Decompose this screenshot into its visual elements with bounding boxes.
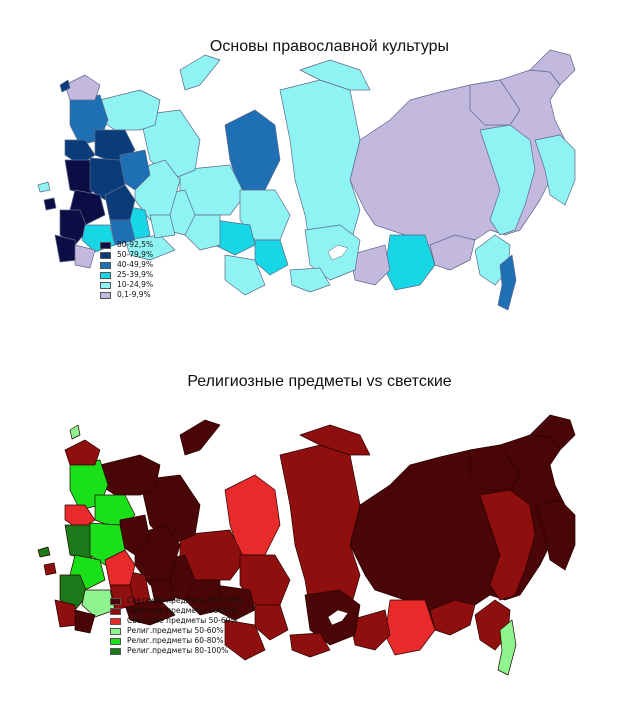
legend-swatch — [100, 281, 111, 289]
region-arkhangelsk — [99, 454, 161, 496]
region-yamal — [224, 109, 281, 191]
region-altai — [224, 254, 266, 296]
region-caucasus-2 — [74, 244, 96, 269]
legend-label: 50-79,9% — [117, 250, 154, 259]
legend-religious-vs-secular: Светские предметы 80-100% Светские предм… — [110, 596, 242, 656]
region-khabarovsk — [479, 124, 536, 236]
region-buryatia — [349, 609, 391, 651]
region-orenburg — [124, 234, 176, 261]
region-chita — [384, 234, 436, 291]
lake-baikal — [327, 609, 349, 626]
legend-label: 40-49,9% — [117, 260, 154, 269]
region-kaliningrad — [37, 181, 51, 193]
region-tuva — [289, 632, 331, 658]
region-novaya-zemlya — [179, 54, 221, 91]
region-volga-2 — [109, 219, 136, 246]
region-buryatia — [349, 244, 391, 286]
region-chukotka — [529, 414, 576, 451]
region-taimyr — [299, 59, 371, 91]
region-komi — [139, 474, 201, 546]
region-south-1 — [59, 209, 89, 246]
region-kemerovo — [254, 604, 289, 641]
region-orenburg — [124, 599, 176, 626]
legend-swatch — [110, 637, 121, 645]
legend-label: Религ.предметы 60-80% — [127, 636, 224, 645]
legend-row: Светские предметы 60-80% — [110, 606, 242, 616]
region-magadan — [469, 444, 521, 491]
legend-swatch — [100, 291, 111, 299]
region-crimea — [43, 562, 57, 576]
legend-swatch — [110, 597, 121, 605]
lake-baikal — [327, 244, 349, 261]
region-murmansk — [64, 74, 101, 101]
region-novosibirsk — [214, 219, 256, 256]
legend-label: 80-92,5% — [117, 240, 154, 249]
legend-swatch — [110, 627, 121, 635]
legend-label: Светские предметы 50-60% — [127, 616, 238, 625]
region-crimea — [43, 197, 57, 211]
region-volga-1 — [104, 184, 136, 221]
region-caucasus-2 — [74, 609, 96, 634]
legend-label: Светские предметы 80-100% — [127, 596, 243, 605]
map-religious-vs-secular — [37, 414, 576, 676]
legend-row: Религ.предметы 60-80% — [110, 636, 242, 646]
region-chelyabinsk — [149, 214, 176, 239]
region-chelyabinsk — [149, 579, 176, 604]
legend-label: Светские предметы 60-80% — [127, 606, 238, 615]
map-title-religious-vs-secular: Религиозные предметы vs светские — [187, 373, 452, 390]
region-arctic-island — [69, 424, 81, 440]
region-murmansk — [64, 439, 101, 466]
region-arctic-island — [59, 79, 71, 93]
region-komi — [139, 109, 201, 181]
region-yamal — [224, 474, 281, 556]
region-volga-1 — [104, 549, 136, 586]
region-south-2 — [81, 589, 116, 618]
region-arkhangelsk — [99, 89, 161, 131]
region-kamchatka — [534, 499, 576, 571]
legend-swatch — [100, 271, 111, 279]
region-chukotka — [529, 49, 576, 86]
region-khabarovsk — [479, 489, 536, 601]
region-tuva — [289, 267, 331, 293]
legend-swatch — [110, 647, 121, 655]
region-altai — [224, 619, 266, 661]
legend-row: Религ.предметы 80-100% — [110, 646, 242, 656]
legend-row: 50-79,9% — [100, 250, 153, 260]
region-kamchatka — [534, 134, 576, 206]
region-magadan — [469, 79, 521, 126]
region-chita — [384, 599, 436, 656]
legend-swatch — [110, 617, 121, 625]
legend-row: Светские предметы 80-100% — [110, 596, 242, 606]
legend-swatch — [100, 251, 111, 259]
legend-row: 0,1-9,9% — [100, 290, 153, 300]
legend-swatch — [100, 241, 111, 249]
region-sakhalin — [497, 254, 517, 311]
legend-swatch — [110, 607, 121, 615]
region-taimyr — [299, 424, 371, 456]
legend-row: Религ.предметы 50-60% — [110, 626, 242, 636]
legend-label: 25-39,9% — [117, 270, 154, 279]
legend-label: Религ.предметы 50-60% — [127, 626, 224, 635]
region-south-1 — [59, 574, 89, 611]
region-kaliningrad — [37, 546, 51, 558]
legend-label: 10-24,9% — [117, 280, 154, 289]
legend-orthodox-culture: 80-92,5% 50-79,9% 40-49,9% 25-39,9% 10-2… — [100, 240, 153, 300]
region-novaya-zemlya — [179, 419, 221, 456]
legend-row: 40-49,9% — [100, 260, 153, 270]
legend-row: 80-92,5% — [100, 240, 153, 250]
legend-label: Религ.предметы 80-100% — [127, 646, 229, 655]
region-kemerovo — [254, 239, 289, 276]
legend-row: 10-24,9% — [100, 280, 153, 290]
legend-row: Светские предметы 50-60% — [110, 616, 242, 626]
map-title-orthodox-culture: Основы православной культуры — [209, 38, 450, 55]
legend-label: 0,1-9,9% — [117, 290, 151, 299]
region-sakhalin — [497, 619, 517, 676]
map-orthodox-culture — [37, 49, 576, 311]
legend-swatch — [100, 261, 111, 269]
legend-row: 25-39,9% — [100, 270, 153, 280]
